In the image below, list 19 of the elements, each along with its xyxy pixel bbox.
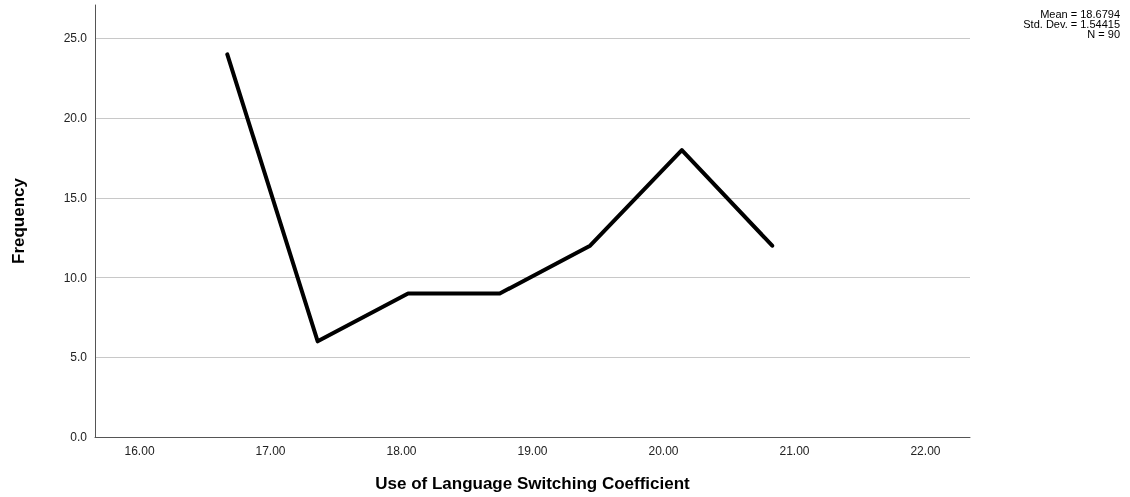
line-series bbox=[225, 52, 775, 344]
x-tick-label: 18.00 bbox=[386, 444, 417, 458]
x-tick-label: 19.00 bbox=[517, 444, 548, 458]
y-tick-label: 5.0 bbox=[70, 350, 88, 365]
y-tick-label: 10.0 bbox=[63, 270, 88, 285]
x-tick-label: 17.00 bbox=[255, 444, 286, 458]
y-tick-label: 20.0 bbox=[63, 111, 88, 126]
text: Mean = 18.6794 bbox=[1040, 7, 1121, 20]
y-tick-label: 15.0 bbox=[63, 190, 88, 205]
y-tick-label: 0.0 bbox=[70, 430, 88, 444]
text: N = 90 bbox=[1087, 27, 1120, 40]
x-axis-title: Use of Language Switching Coefficient bbox=[375, 474, 691, 493]
y-axis-title: Frequency bbox=[9, 177, 28, 264]
y-tick-label: 25.0 bbox=[63, 31, 88, 46]
x-tick-label: 16.00 bbox=[124, 444, 155, 458]
x-tick-label: 22.00 bbox=[910, 444, 941, 458]
x-tick-label: 20.00 bbox=[648, 444, 679, 458]
text: Std. Dev. = 1.54415 bbox=[1023, 17, 1121, 30]
x-tick-label: 21.00 bbox=[779, 444, 810, 458]
